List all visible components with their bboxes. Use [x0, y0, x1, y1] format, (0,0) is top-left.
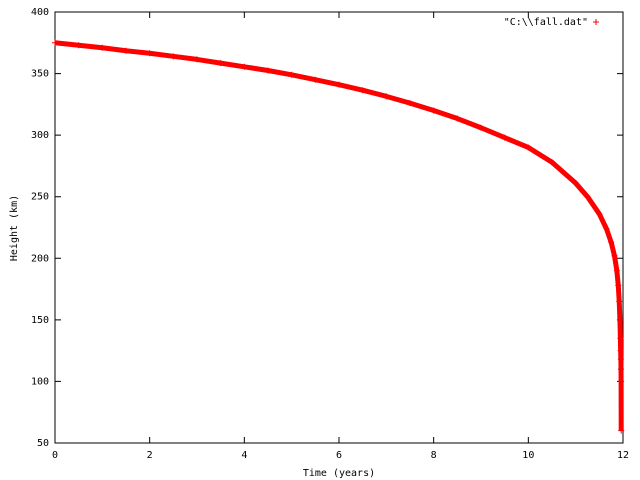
y-tick-label: 300 [31, 130, 49, 141]
point [617, 335, 624, 342]
point [615, 282, 622, 289]
point [383, 93, 390, 100]
point [407, 100, 413, 107]
x-tick-label: 4 [241, 450, 247, 461]
point [312, 76, 319, 83]
point [194, 56, 200, 63]
point [618, 366, 625, 373]
point [359, 87, 366, 94]
y-tick-label: 200 [31, 253, 49, 264]
x-tick-label: 2 [147, 450, 153, 461]
point [617, 356, 624, 363]
point [584, 193, 591, 200]
legend-marker [593, 19, 599, 25]
y-axis-label: Height (km) [9, 195, 20, 261]
plot-border [54, 11, 624, 444]
x-tick-label: 10 [522, 450, 534, 461]
point [288, 71, 295, 78]
point [501, 134, 508, 141]
point [617, 347, 624, 354]
x-tick-label: 12 [617, 450, 629, 461]
point [170, 53, 177, 60]
point [430, 107, 437, 114]
point [525, 144, 532, 151]
x-tick-label: 8 [431, 450, 437, 461]
point [241, 63, 248, 70]
point [611, 252, 618, 259]
point [454, 115, 461, 122]
point [596, 210, 603, 217]
point [265, 67, 271, 74]
point [123, 47, 129, 54]
x-tick-label: 6 [336, 450, 342, 461]
point [618, 378, 625, 385]
point [616, 316, 623, 323]
y-tick-label: 100 [31, 376, 49, 387]
point [99, 44, 106, 51]
y-tick-label: 150 [31, 315, 49, 326]
y-tick-label: 250 [31, 192, 49, 203]
y-tick-label: 400 [31, 7, 49, 18]
point [336, 81, 342, 88]
point [146, 50, 153, 57]
point [217, 60, 224, 67]
y-tick-label: 350 [31, 69, 49, 80]
point [613, 267, 620, 274]
y-tick-label: 50 [37, 438, 49, 449]
point [603, 225, 610, 232]
point [52, 39, 58, 46]
point [616, 298, 623, 305]
point [75, 42, 82, 49]
point [618, 427, 625, 434]
legend-label: "C:\\fall.dat" [504, 17, 588, 28]
x-axis-label: Time (years) [303, 468, 375, 479]
point [478, 124, 484, 131]
point [549, 159, 555, 166]
point [608, 239, 615, 246]
trace [54, 40, 624, 431]
x-tick-label: 0 [52, 450, 58, 461]
point [572, 180, 579, 187]
